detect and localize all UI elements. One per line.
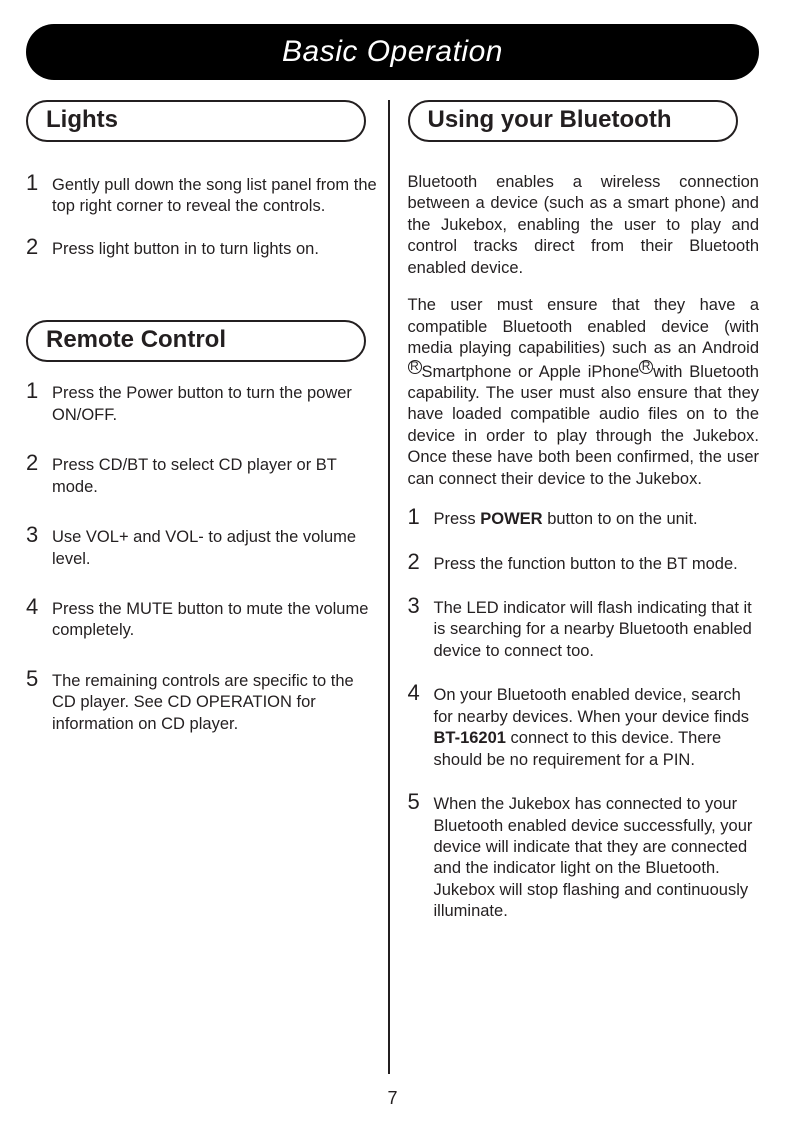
- lights-heading: Lights: [26, 100, 366, 142]
- remote-section: Remote Control 1 Press the Power button …: [26, 320, 378, 735]
- list-item: 2 Press the function button to the BT mo…: [408, 551, 760, 575]
- remote-steps: 1 Press the Power button to turn the pow…: [26, 380, 378, 735]
- intro-text: Smartphone or Apple iPhone: [422, 363, 640, 381]
- list-item: 3 The LED indicator will flash indicatin…: [408, 595, 760, 662]
- list-item: 5 When the Jukebox has connected to your…: [408, 791, 760, 923]
- bluetooth-heading: Using your Bluetooth: [408, 100, 738, 142]
- list-item: 3 Use VOL+ and VOL- to adjust the volume…: [26, 524, 378, 570]
- list-item: 5 The remaining controls are specific to…: [26, 668, 378, 735]
- step-number: 3: [26, 524, 52, 546]
- page-title-bar: Basic Operation: [26, 24, 759, 80]
- bluetooth-intro-2: The user must ensure that they have a co…: [408, 295, 760, 490]
- page-number: 7: [387, 1088, 397, 1109]
- text-span: On your Bluetooth enabled device, search…: [434, 686, 750, 725]
- step-number: 4: [26, 596, 52, 618]
- step-number: 4: [408, 682, 434, 704]
- list-item: 1 Gently pull down the song list panel f…: [26, 172, 378, 218]
- lights-steps: 1 Gently pull down the song list panel f…: [26, 172, 378, 260]
- step-text: Use VOL+ and VOL- to adjust the volume l…: [52, 524, 378, 570]
- step-text: Press POWER button to on the unit.: [434, 506, 698, 530]
- columns: Lights 1 Gently pull down the song list …: [26, 100, 759, 1074]
- list-item: 2 Press CD/BT to select CD player or BT …: [26, 452, 378, 498]
- bluetooth-intro-1: Bluetooth enables a wireless connection …: [408, 172, 760, 279]
- step-text: Press the MUTE button to mute the volume…: [52, 596, 378, 642]
- text-span: button to on the unit.: [543, 510, 698, 528]
- step-text: The LED indicator will flash indicating …: [434, 595, 760, 662]
- list-item: 4 Press the MUTE button to mute the volu…: [26, 596, 378, 642]
- registered-icon: R: [639, 360, 653, 374]
- step-number: 5: [408, 791, 434, 813]
- page-title: Basic Operation: [282, 35, 503, 69]
- step-text: Gently pull down the song list panel fro…: [52, 172, 378, 218]
- step-text: Press CD/BT to select CD player or BT mo…: [52, 452, 378, 498]
- step-number: 5: [26, 668, 52, 690]
- list-item: 1 Press POWER button to on the unit.: [408, 506, 760, 530]
- registered-icon: R: [408, 360, 422, 374]
- step-text: Press light button in to turn lights on.: [52, 236, 319, 260]
- step-number: 1: [26, 380, 52, 402]
- text-bold: BT-16201: [434, 729, 506, 747]
- left-column: Lights 1 Gently pull down the song list …: [26, 100, 388, 1074]
- bluetooth-steps: 1 Press POWER button to on the unit. 2 P…: [408, 506, 760, 923]
- step-text: The remaining controls are specific to t…: [52, 668, 378, 735]
- step-text: When the Jukebox has connected to your B…: [434, 791, 760, 923]
- intro-text: The user must ensure that they have a co…: [408, 296, 760, 357]
- right-column: Using your Bluetooth Bluetooth enables a…: [390, 100, 760, 1074]
- list-item: 4 On your Bluetooth enabled device, sear…: [408, 682, 760, 771]
- step-number: 1: [26, 172, 52, 194]
- step-number: 2: [26, 452, 52, 474]
- text-span: Press: [434, 510, 481, 528]
- text-bold: POWER: [480, 510, 542, 528]
- intro-text: The user must also ensure: [486, 384, 688, 402]
- step-text: Press the Power button to turn the power…: [52, 380, 378, 426]
- remote-heading: Remote Control: [26, 320, 366, 362]
- step-text: Press the function button to the BT mode…: [434, 551, 738, 575]
- step-number: 3: [408, 595, 434, 617]
- list-item: 2 Press light button in to turn lights o…: [26, 236, 378, 260]
- step-number: 2: [408, 551, 434, 573]
- step-number: 1: [408, 506, 434, 528]
- step-text: On your Bluetooth enabled device, search…: [434, 682, 760, 771]
- list-item: 1 Press the Power button to turn the pow…: [26, 380, 378, 426]
- step-number: 2: [26, 236, 52, 258]
